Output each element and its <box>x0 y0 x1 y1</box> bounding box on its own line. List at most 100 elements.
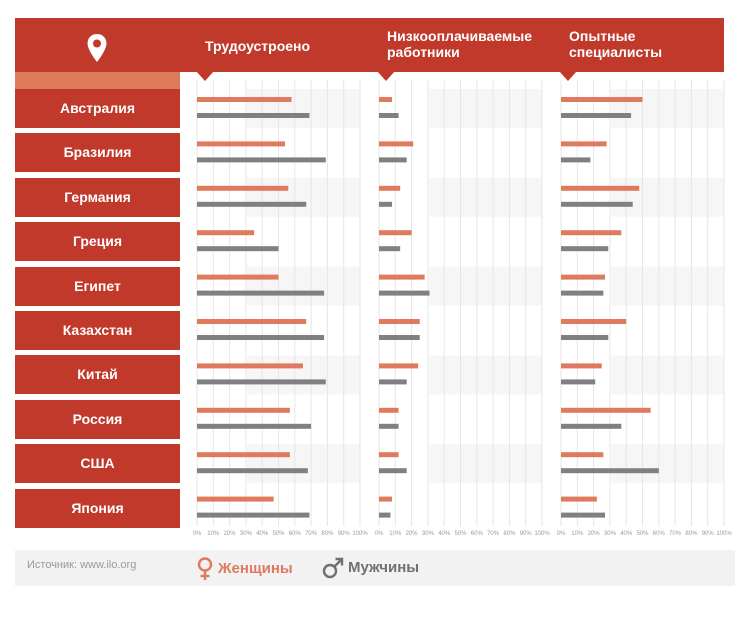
bar-chart: 0% 10% 20% 30% 40% 50% 60% 70% 80% 90% 100% 0% 10% 20… <box>193 80 732 537</box>
tick-label: 20% <box>588 531 601 537</box>
bar-women <box>197 407 290 413</box>
country-label: Бразилия <box>15 133 180 173</box>
bar-women <box>561 496 597 502</box>
tick-label: 20% <box>406 531 419 537</box>
bar-men <box>197 157 326 163</box>
tick-label: 0% <box>193 531 202 537</box>
bar-women <box>197 363 303 369</box>
country-label: Австралия <box>15 89 180 128</box>
header-notch-low-paid <box>377 71 395 81</box>
tick-label: 70% <box>669 531 682 537</box>
bar-women <box>561 185 640 191</box>
tick-label: 90% <box>520 531 533 537</box>
bar-women <box>379 97 393 102</box>
bar-men <box>561 512 606 518</box>
tick-label: 10% <box>207 531 220 537</box>
bar-women <box>197 230 255 236</box>
tick-label: 50% <box>454 531 467 537</box>
tick-label: 60% <box>653 531 666 537</box>
bar-men <box>197 423 312 429</box>
row-band <box>429 177 542 217</box>
bar-men <box>379 246 401 252</box>
map-pin-icon <box>87 34 107 62</box>
male-symbol-icon <box>322 557 344 579</box>
column-title-specialists: Опытные специалисты <box>569 28 662 60</box>
bar-men <box>379 290 430 296</box>
bar-women <box>379 496 393 502</box>
bar-men <box>379 468 407 474</box>
legend-women: Женщины <box>196 557 293 581</box>
column-title-specialists-line1: Опытные <box>569 28 636 44</box>
row-band <box>611 89 724 128</box>
row-band <box>247 177 360 217</box>
row-band <box>429 266 542 306</box>
bar-men <box>197 512 310 518</box>
tick-label: 30% <box>604 531 617 537</box>
legend-women-label: Женщины <box>218 559 293 577</box>
tick-label: 70% <box>487 531 500 537</box>
bar-women <box>379 319 420 324</box>
column-title-low-paid-line1: Низкооплачиваемые <box>387 28 533 44</box>
tick-label: 40% <box>438 531 451 537</box>
tick-label: 50% <box>636 531 649 537</box>
header-strip <box>15 72 180 89</box>
bar-men <box>561 157 591 163</box>
bar-women <box>561 230 622 236</box>
bar-men <box>197 290 325 296</box>
bar-women <box>561 319 627 324</box>
tick-label: 80% <box>685 531 698 537</box>
country-label: Германия <box>15 177 180 217</box>
row-band <box>429 89 542 128</box>
row-band <box>247 355 360 395</box>
row-band <box>429 355 542 395</box>
header-banner <box>15 18 724 72</box>
tick-label: 10% <box>571 531 584 537</box>
bar-men <box>561 423 622 429</box>
tick-label: 50% <box>272 531 285 537</box>
tick-label: 0% <box>557 531 566 537</box>
bar-women <box>561 452 604 458</box>
bar-men <box>379 512 391 518</box>
tick-label: 30% <box>422 531 435 537</box>
column-title-employed: Трудоустроено <box>205 38 311 54</box>
bar-men <box>561 246 609 252</box>
country-label: Япония <box>15 488 180 528</box>
country-label: Китай <box>15 355 180 395</box>
bar-men <box>197 246 279 252</box>
bar-men <box>197 468 308 474</box>
tick-label: 40% <box>620 531 633 537</box>
bar-women <box>379 452 399 458</box>
bar-men <box>197 335 325 340</box>
bar-women <box>197 185 289 191</box>
bar-men <box>197 379 326 385</box>
female-symbol-icon <box>197 557 213 580</box>
tick-label: 60% <box>471 531 484 537</box>
bar-men <box>561 201 633 207</box>
bar-women <box>197 452 290 458</box>
bar-men <box>561 335 609 340</box>
bar-men <box>561 468 659 474</box>
tick-label: 80% <box>503 531 516 537</box>
bar-men <box>379 201 393 207</box>
bar-women <box>379 230 412 236</box>
row-band <box>429 444 542 484</box>
bar-men <box>379 157 407 163</box>
bar-men <box>379 379 407 385</box>
tick-label: 80% <box>321 531 334 537</box>
tick-label: 60% <box>289 531 302 537</box>
row-band <box>611 355 724 395</box>
bar-women <box>197 496 274 502</box>
country-label: Греция <box>15 222 180 262</box>
row-band <box>611 444 724 484</box>
bar-men <box>561 379 596 385</box>
bar-women <box>561 363 602 369</box>
bar-women <box>197 319 307 324</box>
row-band <box>247 89 360 128</box>
column-title-low-paid: Низкооплачиваемые работники <box>387 28 532 60</box>
bar-women <box>379 274 425 280</box>
legend-men: Мужчины <box>322 557 419 579</box>
bar-men <box>379 423 399 429</box>
row-band <box>611 177 724 217</box>
source-note: Источник: www.ilo.org <box>27 559 137 571</box>
row-band <box>247 444 360 484</box>
